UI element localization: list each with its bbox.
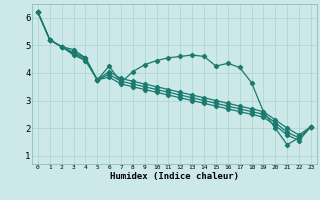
X-axis label: Humidex (Indice chaleur): Humidex (Indice chaleur): [110, 172, 239, 181]
